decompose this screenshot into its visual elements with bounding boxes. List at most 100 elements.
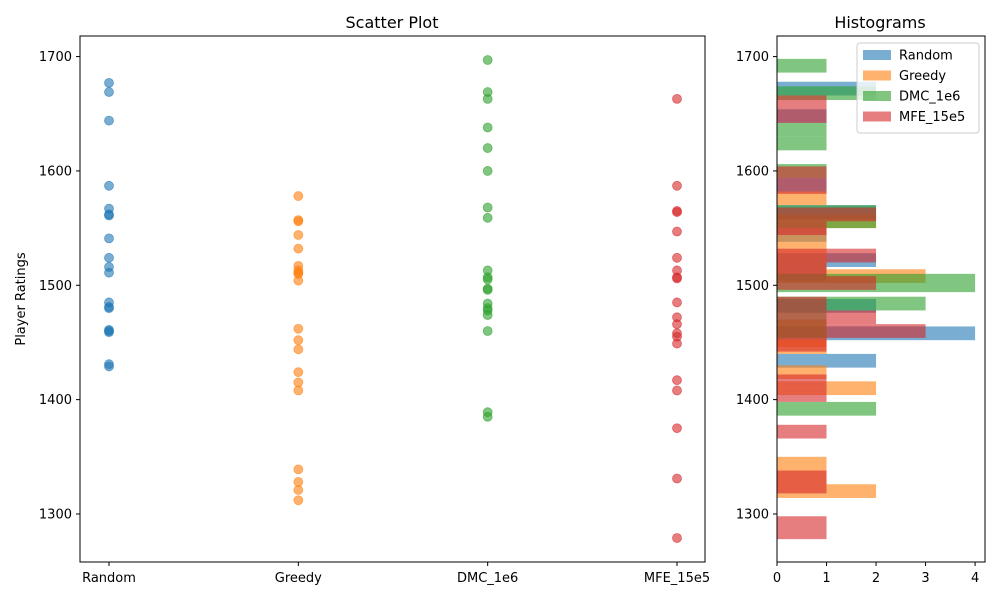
histogram-bar (777, 374, 827, 389)
scatter-y-tick-label: 1600 (39, 164, 72, 179)
histogram-panel: Histograms 1300 1400 1500 1600 1700 0 1 2 3 4 Ra… (736, 13, 986, 586)
histogram-bar (777, 353, 877, 368)
legend-box (856, 42, 980, 134)
scatter-point (293, 216, 304, 227)
histogram-bar (777, 109, 827, 123)
scatter-point (482, 122, 493, 133)
scatter-point (293, 495, 304, 506)
histogram-x-tick-label: 0 (773, 571, 781, 586)
scatter-point (672, 473, 682, 484)
histogram-x-tick-label: 3 (921, 571, 929, 586)
histogram-x-tick-label: 1 (822, 571, 830, 586)
scatter-point (672, 385, 682, 396)
histogram-x-tick-label: 2 (872, 571, 880, 586)
scatter-x-tick-label: DMC_1e6 (457, 571, 518, 586)
scatter-title: Scatter Plot (346, 13, 439, 32)
histogram-bar (777, 401, 877, 416)
scatter-y-tick-label: 1700 (39, 50, 72, 65)
scatter-point (482, 55, 493, 65)
histogram-bar (777, 136, 827, 151)
legend-label: Random (899, 49, 953, 64)
scatter-y-axis-label: Player Ratings (14, 252, 29, 345)
histogram-x-tick-label: 4 (971, 571, 979, 586)
scatter-point (482, 411, 493, 422)
scatter-point (293, 464, 304, 475)
scatter-point (482, 166, 493, 176)
histogram-bar (777, 122, 827, 137)
scatter-point (672, 375, 682, 386)
scatter-point (293, 485, 304, 495)
scatter-point (293, 323, 304, 334)
legend-swatch (863, 111, 891, 122)
histogram-bar (777, 324, 926, 338)
legend-label: MFE_15e5 (899, 110, 965, 125)
legend-label: Greedy (899, 69, 946, 84)
scatter-point (482, 202, 493, 213)
scatter-y-tick-label: 1500 (39, 279, 72, 294)
histogram-y-tick-label: 1400 (736, 393, 769, 408)
scatter-point (104, 361, 114, 372)
histogram-y-tick-label: 1600 (736, 164, 769, 179)
legend-label: DMC_1e6 (899, 90, 960, 105)
scatter-axes-frame (79, 35, 706, 563)
histogram-bar (777, 424, 827, 439)
histogram-bar (777, 276, 877, 290)
scatter-point (672, 297, 682, 308)
scatter-x-tick-label: Greedy (275, 571, 322, 586)
scatter-point (104, 233, 114, 244)
histogram-bar (777, 516, 827, 540)
scatter-point (293, 191, 304, 201)
scatter-point (293, 367, 304, 378)
scatter-point (482, 326, 493, 336)
scatter-point (672, 273, 682, 284)
scatter-y-ticks: 1300 1400 1500 1600 1700 (39, 50, 80, 522)
scatter-point (672, 226, 682, 237)
histogram-bar (777, 248, 877, 263)
histogram-bar (777, 221, 827, 235)
histogram-bar (777, 207, 877, 222)
scatter-point (482, 274, 493, 285)
histogram-bar (777, 388, 827, 402)
scatter-point (672, 423, 682, 434)
scatter-y-tick-label: 1400 (39, 393, 72, 408)
scatter-point (482, 310, 493, 320)
histogram-bar (777, 337, 827, 352)
scatter-point (672, 338, 682, 349)
histogram-bar (777, 191, 827, 206)
scatter-point (672, 533, 682, 543)
histogram-axes-frame (776, 35, 986, 563)
histogram-x-ticks: 0 1 2 3 4 (773, 562, 979, 586)
histogram-bar (777, 95, 827, 110)
scatter-point (104, 326, 114, 336)
histogram-y-tick-label: 1700 (736, 50, 769, 65)
histogram-bars (777, 58, 976, 540)
histogram-bar (777, 470, 827, 494)
scatter-point (482, 143, 493, 153)
scatter-point (104, 87, 114, 97)
scatter-point (104, 180, 114, 191)
scatter-point (672, 319, 682, 330)
histogram-bar (777, 180, 827, 194)
histogram-bar (777, 262, 827, 277)
scatter-point (482, 212, 493, 223)
scatter-point (293, 230, 304, 240)
histogram-y-tick-label: 1300 (736, 507, 769, 522)
legend-swatch (863, 70, 891, 81)
scatter-x-tick-label: MFE_15e5 (644, 571, 710, 586)
histogram-y-tick-label: 1500 (736, 279, 769, 294)
scatter-point (293, 385, 304, 396)
scatter-point (293, 344, 304, 355)
scatter-point (104, 252, 114, 263)
scatter-marks (104, 55, 682, 543)
scatter-y-tick-label: 1300 (39, 507, 72, 522)
histogram-y-ticks: 1300 1400 1500 1600 1700 (736, 50, 777, 522)
scatter-point (293, 335, 304, 346)
scatter-point (672, 207, 682, 217)
histogram-bar (777, 166, 827, 181)
histogram-bar (777, 456, 827, 471)
histogram-bar (777, 58, 827, 73)
histogram-title: Histograms (834, 13, 925, 32)
scatter-point (672, 252, 682, 263)
scatter-x-ticks: Random Greedy DMC_1e6 MFE_15e5 (82, 562, 710, 586)
